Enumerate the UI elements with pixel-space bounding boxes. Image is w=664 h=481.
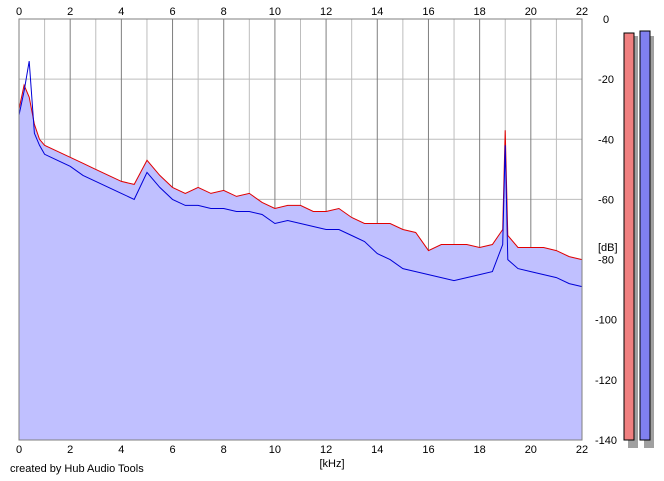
x-tick-label-top: 22 xyxy=(576,6,588,18)
left-level-meter xyxy=(623,32,635,441)
x-tick-label-top: 12 xyxy=(320,6,332,18)
x-tick-label-bottom: 12 xyxy=(320,444,332,456)
y-tick-label: -60 xyxy=(598,194,614,206)
x-tick-label-top: 14 xyxy=(371,6,383,18)
y-axis-unit-label: [dB] xyxy=(598,242,618,254)
x-tick-label-top: 16 xyxy=(422,6,434,18)
x-tick-label-bottom: 4 xyxy=(118,444,124,456)
x-tick-label-top: 4 xyxy=(118,6,124,18)
x-tick-label-bottom: 8 xyxy=(221,444,227,456)
x-tick-label-bottom: 14 xyxy=(371,444,383,456)
x-tick-labels-top: 0 2 4 6 8 10 12 14 16 18 20 22 xyxy=(16,6,588,18)
x-tick-label-bottom: 2 xyxy=(67,444,73,456)
x-tick-label-bottom: 6 xyxy=(169,444,175,456)
level-meters xyxy=(623,30,654,448)
x-tick-label-bottom: 18 xyxy=(474,444,486,456)
x-tick-label-bottom: 10 xyxy=(269,444,281,456)
left-channel-series-line xyxy=(18,83,583,261)
x-tick-label-top: 6 xyxy=(169,6,175,18)
y-tick-label: -20 xyxy=(598,74,614,86)
right-level-meter xyxy=(639,30,651,441)
x-tick-label-top: 2 xyxy=(67,6,73,18)
x-tick-label-top: 20 xyxy=(525,6,537,18)
y-tick-labels: 0 -20 -40 -60 -80 -100 -120 -140 xyxy=(595,14,617,447)
x-tick-label-bottom: 20 xyxy=(525,444,537,456)
plot-border xyxy=(18,18,583,441)
y-tick-label: -40 xyxy=(598,134,614,146)
y-tick-label: -120 xyxy=(595,375,617,387)
x-tick-label-bottom: 0 xyxy=(16,444,22,456)
y-tick-label: -80 xyxy=(598,255,614,267)
right-channel-series-line xyxy=(18,61,583,288)
x-tick-label-top: 10 xyxy=(269,6,281,18)
y-tick-label: -100 xyxy=(595,315,617,327)
x-tick-labels-bottom: 0 2 4 6 8 10 12 14 16 18 20 22 xyxy=(16,444,588,456)
credit-text: created by Hub Audio Tools xyxy=(10,463,144,475)
y-tick-label: 0 xyxy=(603,14,609,26)
x-tick-label-top: 8 xyxy=(221,6,227,18)
x-tick-label-top: 18 xyxy=(474,6,486,18)
x-tick-label-bottom: 22 xyxy=(576,444,588,456)
x-tick-label-bottom: 16 xyxy=(422,444,434,456)
x-tick-label-top: 0 xyxy=(16,6,22,18)
spectrum-fill-area xyxy=(19,85,582,440)
x-axis-unit-label: [kHz] xyxy=(319,458,344,470)
y-tick-label: -140 xyxy=(595,435,617,447)
